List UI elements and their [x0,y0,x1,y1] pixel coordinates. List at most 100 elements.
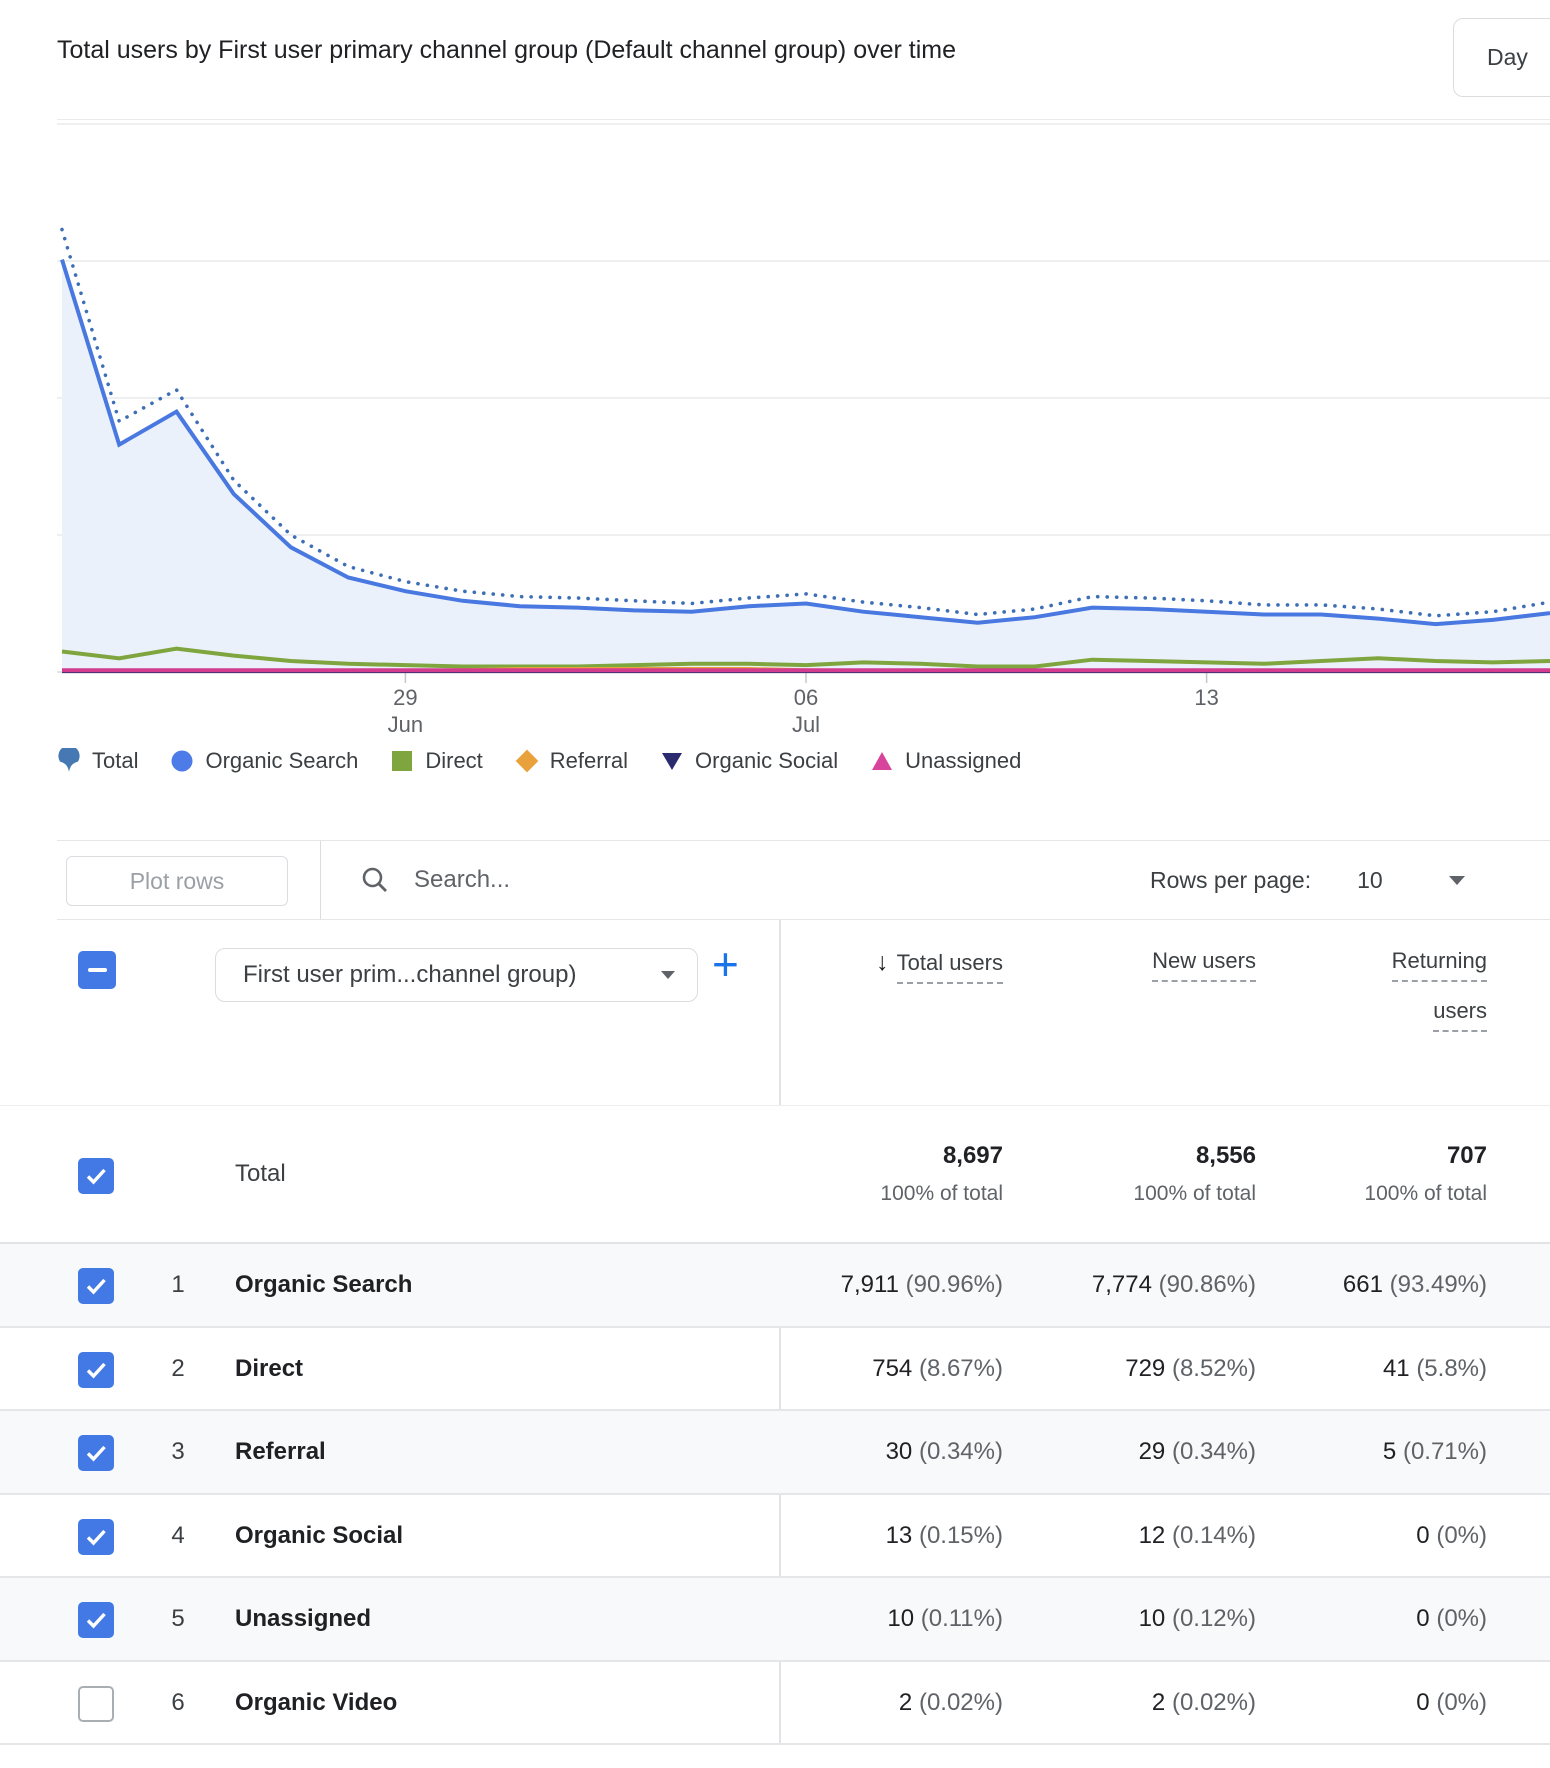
row-checkbox[interactable] [78,1268,114,1304]
indeterminate-icon [87,967,107,973]
metric-cell: 7,911 (90.96%) [841,1244,1003,1326]
metric-cell: 0 (0%) [1416,1578,1487,1660]
legend-item-direct: Direct [389,748,483,774]
row-dimension-label: Unassigned [235,1605,372,1632]
row-checkbox[interactable] [78,1351,114,1388]
dimension-selector-label: First user prim...channel group) [243,961,577,988]
column-header-label: Total users [896,950,1003,984]
controls-top-border [57,840,1550,841]
row-dimension-label: Referral [235,1438,326,1465]
controls-divider [320,841,321,919]
legend-label: Referral [549,748,629,773]
metric-cell: 729 (8.52%) [1125,1328,1256,1410]
metric-cell: 2 (0.02%) [899,1662,1003,1744]
table-column-divider [779,920,781,1745]
controls-bottom-border [57,919,1550,920]
chart-legend: Total Organic Search Direct Referral Organic… [56,738,1021,784]
metric-cell: 10 (0.11%) [887,1578,1003,1660]
column-header-returning-users[interactable]: Returning users [1391,948,1487,1048]
header-divider [57,119,1550,120]
metric-percent: (0.02%) [918,1688,1003,1716]
row-dimension-label: Organic Social [235,1521,404,1549]
metric-percent: (90.96%) [905,1271,1003,1298]
metric-percent: (0.14%) [1171,1521,1256,1549]
check-icon [86,1445,106,1462]
total-marker-icon [58,748,80,772]
metric-cell: 12 (0.14%) [1139,1495,1256,1577]
table-row-organic-video: 6 Organic Video 2 (0.02%) 2 (0.02%) 0 (0%) [0,1662,1550,1745]
row-index: 3 [171,1438,185,1465]
metric-cell: 13 (0.15%) [886,1495,1003,1577]
column-header-label: New users [1152,948,1256,982]
total-row-label: Total [235,1160,286,1187]
legend-item-total: Total [56,748,138,774]
total-metric-cell: 707 100% of total [1364,1106,1487,1206]
metric-value: 754 [872,1354,913,1382]
metric-percent: (8.67%) [918,1354,1003,1382]
rows-per-page-value[interactable]: 10 [1357,866,1383,893]
metric-percent: (0%) [1436,1688,1487,1716]
check-icon [86,1278,106,1295]
metric-value: 12 [1138,1521,1166,1549]
row-index: 2 [171,1354,185,1382]
rows-per-page-caret-icon[interactable] [1448,875,1465,885]
metric-value: 13 [885,1521,913,1549]
metric-percent: (0.71%) [1402,1438,1487,1465]
total-metric-cell: 8,697 100% of total [880,1106,1003,1206]
metric-percent: (0.02%) [1171,1688,1256,1716]
page-title: Total users by First user primary channe… [57,36,957,64]
metric-cell: 0 (0%) [1416,1662,1487,1744]
metric-percent: (0%) [1436,1521,1487,1549]
legend-label: Organic Social [695,748,839,773]
row-checkbox[interactable] [78,1518,114,1555]
referral-marker-icon [515,749,539,773]
metric-cell: 30 (0.34%) [886,1411,1003,1493]
row-dimension-label: Organic Search [235,1271,413,1298]
metric-percent: (0.34%) [918,1438,1003,1465]
total-metric-subtext: 100% of total [1133,1182,1256,1205]
total-metric-subtext: 100% of total [880,1182,1003,1205]
total-metric-subtext: 100% of total [1364,1182,1487,1205]
metric-value: 661 [1342,1271,1383,1298]
check-icon [86,1362,106,1378]
table-row-direct: 2 Direct 754 (8.67%) 729 (8.52%) 41 (5.8%) [0,1328,1550,1411]
direct-marker-icon [392,751,413,771]
search-input[interactable]: Search... [360,840,510,920]
x-axis-tick-label: 13 [1194,685,1219,710]
organic-search-line [60,259,1550,627]
legend-item-organic-search: Organic Search [169,748,358,774]
total-line [60,227,1550,618]
total-row-checkbox[interactable] [78,1158,114,1194]
metric-percent: (0.15%) [918,1521,1003,1549]
row-index: 1 [171,1271,185,1298]
organic-social-marker-icon [662,753,683,770]
column-header-total-users[interactable]: ↓ Total users [876,948,1003,1000]
check-icon [86,1168,106,1185]
metric-cell: 0 (0%) [1416,1495,1487,1577]
metric-cell: 754 (8.67%) [872,1328,1003,1410]
metric-value: 5 [1382,1438,1397,1465]
metric-percent: (0.12%) [1171,1605,1256,1632]
interval-selector-button[interactable]: Day [1453,18,1550,97]
metric-percent: (0.34%) [1171,1438,1256,1465]
column-header-new-users[interactable]: New users [1152,948,1256,998]
dimension-caret-icon [661,971,675,979]
metric-value: 10 [1138,1605,1166,1632]
select-all-checkbox[interactable] [78,951,116,989]
row-index: 4 [171,1521,185,1549]
table-row-referral: 3 Referral 30 (0.34%) 29 (0.34%) 5 (0.71%) [0,1411,1550,1495]
organic-search-area [62,259,1550,672]
plot-rows-button[interactable]: Plot rows [66,856,288,906]
x-axis-tick-label: 29 Jun [387,685,424,737]
row-checkbox[interactable] [78,1602,114,1638]
add-dimension-button[interactable]: + [712,938,739,990]
dimension-selector[interactable]: First user prim...channel group) [215,948,698,1002]
metric-value: 0 [1416,1688,1430,1716]
row-checkbox[interactable] [78,1435,114,1471]
rows-per-page-control: Rows per page: 10 [1150,840,1465,920]
metric-cell: 7,774 (90.86%) [1092,1244,1256,1326]
table-row-organic-social: 4 Organic Social 13 (0.15%) 12 (0.14%) 0 (0%… [0,1495,1550,1578]
metric-value: 30 [885,1438,913,1465]
row-index: 5 [171,1605,185,1632]
row-checkbox[interactable] [78,1685,114,1722]
